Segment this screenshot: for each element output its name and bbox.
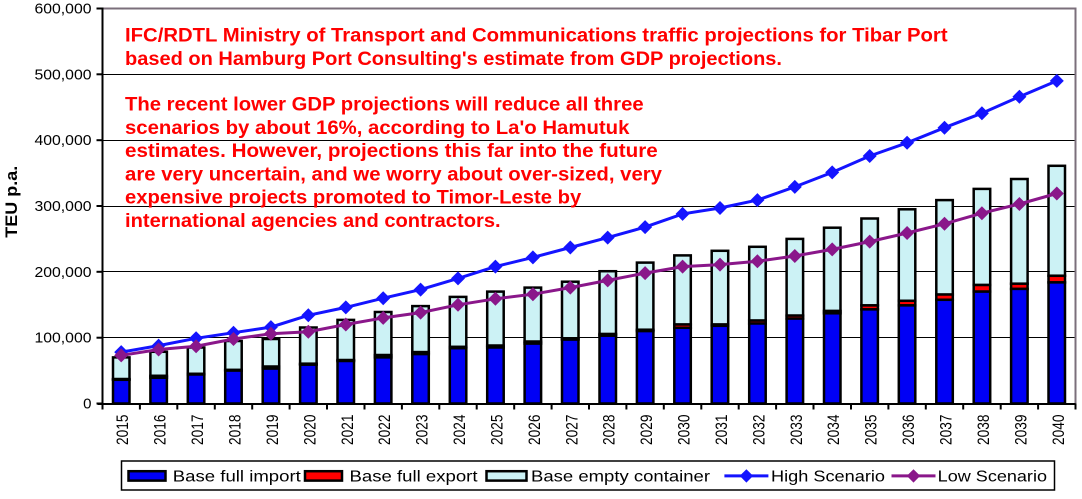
svg-text:2024: 2024 (450, 415, 469, 446)
svg-text:2021: 2021 (338, 415, 357, 446)
svg-text:2017: 2017 (188, 415, 207, 446)
svg-text:400,000: 400,000 (35, 132, 92, 149)
svg-text:2030: 2030 (675, 415, 694, 446)
svg-text:expensive projects promoted to: expensive projects promoted to Timor-Les… (125, 188, 582, 209)
svg-text:2039: 2039 (1011, 415, 1030, 446)
svg-text:600,000: 600,000 (35, 1, 92, 18)
svg-text:500,000: 500,000 (35, 66, 92, 83)
svg-text:2027: 2027 (562, 415, 581, 446)
svg-text:2025: 2025 (487, 414, 506, 445)
svg-text:2036: 2036 (899, 415, 918, 446)
svg-text:2015: 2015 (113, 415, 132, 446)
svg-text:2022: 2022 (375, 415, 394, 446)
svg-text:scenarios by about 16%, accord: scenarios by about 16%, according to La'… (125, 118, 630, 139)
svg-text:2023: 2023 (413, 415, 432, 446)
svg-text:estimates. However, projection: estimates. However, projections this far… (125, 141, 658, 162)
svg-text:Base full export: Base full export (350, 468, 479, 485)
svg-text:2038: 2038 (974, 415, 993, 446)
svg-text:are very uncertain, and we wor: are very uncertain, and we worry about o… (125, 164, 662, 185)
svg-text:2018: 2018 (226, 415, 245, 446)
svg-text:2028: 2028 (600, 415, 619, 446)
svg-text:2033: 2033 (787, 415, 806, 446)
svg-text:2019: 2019 (263, 415, 282, 446)
svg-text:2026: 2026 (525, 415, 544, 446)
svg-text:Base empty container: Base empty container (531, 468, 711, 485)
svg-text:High Scenario: High Scenario (771, 468, 885, 485)
svg-text:TEU p.a.: TEU p.a. (2, 166, 21, 238)
svg-text:2016: 2016 (151, 415, 170, 446)
svg-text:Base full import: Base full import (173, 468, 302, 485)
svg-text:international agencies and con: international agencies and contractors. (125, 211, 501, 232)
svg-text:The recent lower GDP projectio: The recent lower GDP projections will re… (125, 95, 644, 116)
svg-text:based on Hamburg Port Consulti: based on Hamburg Port Consulting's estim… (125, 49, 782, 70)
svg-text:2020: 2020 (300, 415, 319, 446)
svg-text:IFC/RDTL Ministry of Transport: IFC/RDTL Ministry of Transport and Commu… (125, 26, 948, 47)
svg-text:2031: 2031 (712, 415, 731, 446)
svg-text:2035: 2035 (862, 415, 881, 446)
svg-text:2032: 2032 (749, 415, 768, 446)
svg-text:200,000: 200,000 (35, 264, 92, 281)
svg-text:2037: 2037 (937, 415, 956, 446)
svg-text:300,000: 300,000 (35, 198, 92, 215)
svg-text:Low Scenario: Low Scenario (938, 468, 1047, 485)
svg-text:2029: 2029 (637, 415, 656, 446)
svg-text:0: 0 (83, 396, 91, 413)
svg-text:100,000: 100,000 (35, 330, 92, 347)
svg-text:2040: 2040 (1049, 415, 1068, 446)
svg-text:2034: 2034 (824, 415, 843, 446)
